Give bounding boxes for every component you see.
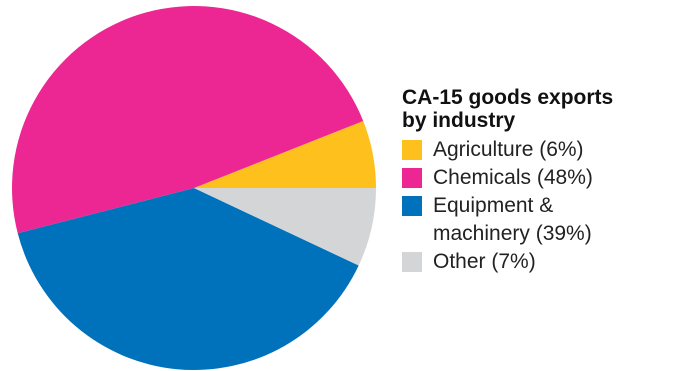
legend-swatch-other bbox=[402, 252, 422, 272]
legend-label-other: Other (7%) bbox=[433, 250, 536, 273]
legend-swatch-chemicals bbox=[402, 168, 422, 188]
legend-swatch-equipment-machinery bbox=[402, 196, 422, 216]
pie-slice-other bbox=[194, 188, 376, 266]
legend-label-equipment-machinery-line-1: Equipment & bbox=[433, 194, 554, 217]
pie-slice-equipment-machinery bbox=[17, 188, 359, 370]
legend-label-agriculture: Agriculture (6%) bbox=[433, 138, 584, 161]
pie-chart bbox=[12, 6, 376, 370]
chart-title-line-1: CA-15 goods exports bbox=[402, 86, 614, 109]
legend-item-agriculture: Agriculture (6%) bbox=[402, 136, 672, 164]
legend-item-other: Other (7%) bbox=[402, 248, 672, 276]
pie-slice-chemicals bbox=[12, 6, 364, 234]
legend-swatch-agriculture bbox=[402, 140, 422, 160]
legend-label-chemicals: Chemicals (48%) bbox=[433, 166, 593, 189]
legend-label-equipment-machinery-line-2: machinery (39%) bbox=[433, 222, 592, 245]
chart-title-line-2: by industry bbox=[402, 109, 516, 132]
legend: CA-15 goods exports by industry Agricult… bbox=[402, 86, 672, 276]
pie-slice-agriculture bbox=[194, 121, 376, 188]
legend-item-chemicals: Chemicals (48%) bbox=[402, 164, 672, 192]
legend-label-equipment-machinery: Equipment & machinery (39%) bbox=[433, 192, 592, 248]
legend-item-equipment-machinery: Equipment & machinery (39%) bbox=[402, 192, 672, 248]
chart-title: CA-15 goods exports by industry bbox=[402, 86, 672, 132]
